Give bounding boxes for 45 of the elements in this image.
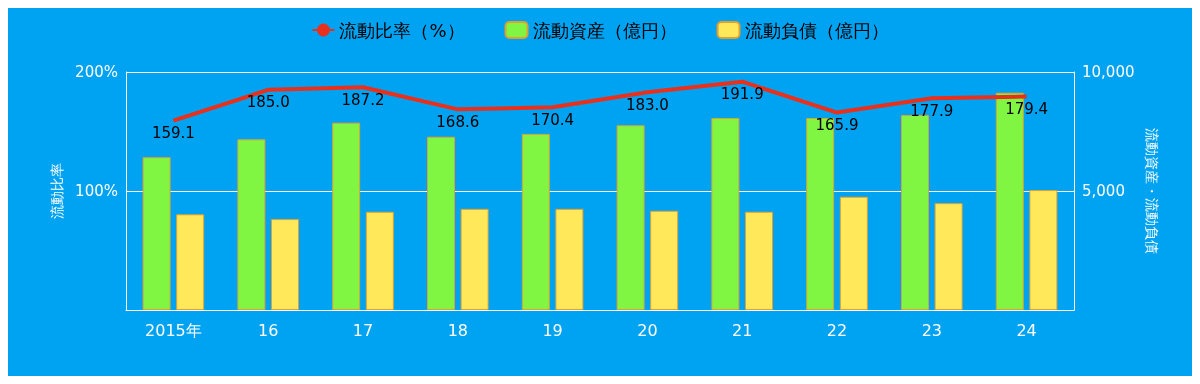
x-tick-label: 24	[1016, 320, 1037, 340]
bar	[142, 157, 171, 310]
bar	[650, 210, 679, 310]
x-tick-label: 23	[921, 320, 942, 340]
data-label: 168.6	[436, 112, 480, 131]
y2-axis-title: 流動資産・流動負債	[1144, 128, 1161, 254]
data-label: 177.9	[910, 101, 954, 120]
bar	[427, 136, 455, 310]
bar	[332, 122, 361, 310]
x-tick-label: 20	[637, 320, 658, 340]
legend-label: 流動負債（億円）	[744, 19, 889, 41]
data-label: 170.4	[531, 110, 575, 129]
legend-label: 流動資産（億円）	[532, 19, 677, 41]
bar	[176, 214, 205, 310]
bar	[555, 208, 584, 310]
data-label: 183.0	[625, 95, 669, 114]
y-tick-label: 200%	[75, 63, 118, 81]
x-tick-label: 17	[352, 320, 374, 340]
bar	[745, 211, 773, 310]
data-label: 159.1	[151, 124, 195, 143]
legend-label: 流動比率（%）	[339, 19, 465, 41]
bar	[901, 115, 929, 310]
bar	[934, 203, 963, 310]
y2-tick-label: 5,000	[1082, 182, 1125, 200]
x-tick-label: 21	[732, 320, 753, 340]
bar	[521, 133, 550, 310]
bar	[271, 219, 299, 310]
bar	[237, 139, 266, 310]
x-tick-label: 16	[258, 320, 279, 340]
data-label: 185.0	[246, 93, 290, 112]
y-axis-title: 流動比率	[49, 163, 66, 219]
bar	[616, 125, 645, 310]
x-tick-label: 2015年	[145, 320, 202, 340]
x-tick-label: 22	[826, 320, 848, 340]
y-tick-label: 100%	[75, 182, 118, 200]
data-label: 191.9	[720, 85, 764, 104]
bar	[460, 208, 489, 310]
x-tick-label: 19	[542, 320, 563, 340]
bar	[711, 117, 740, 310]
x-tick-label: 18	[447, 320, 468, 340]
bar	[1029, 190, 1058, 310]
data-label: 187.2	[341, 90, 385, 109]
bar	[839, 196, 868, 310]
y2-tick-label: 10,000	[1082, 63, 1135, 81]
bar	[365, 211, 394, 310]
